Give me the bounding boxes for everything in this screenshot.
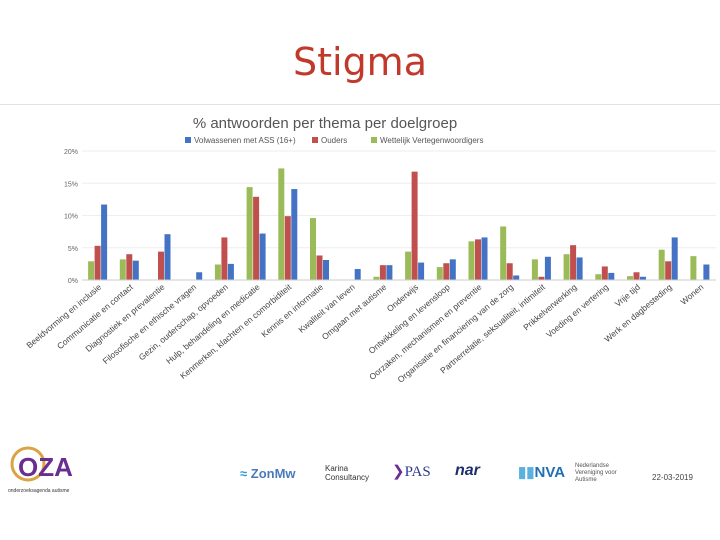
- bar: [323, 260, 329, 280]
- bar: [132, 260, 139, 280]
- bar: [214, 264, 221, 280]
- bar: [703, 264, 710, 280]
- pas-logo: ❯PAS: [392, 462, 431, 481]
- bar: [278, 168, 285, 280]
- bar: [119, 259, 126, 280]
- bar: [246, 187, 253, 280]
- bar: [475, 239, 481, 280]
- bar: [513, 275, 520, 280]
- y-tick-label: 5%: [68, 246, 78, 253]
- nva-logo: ▮▮NVA: [518, 463, 565, 481]
- chart-title: % antwoorden per thema per doelgroep: [193, 115, 457, 132]
- bar: [436, 267, 443, 280]
- bar: [627, 276, 633, 280]
- bar: [227, 263, 234, 280]
- pas-text: PAS: [404, 464, 431, 480]
- legend-label: Volwassenen met ASS (16+): [194, 136, 296, 145]
- x-tick-label: Organisatie en financiering van de zorg: [396, 282, 516, 385]
- bar: [640, 276, 646, 280]
- bar: [316, 255, 323, 280]
- bar: [443, 263, 450, 280]
- bar: [405, 251, 412, 280]
- oza-head-icon: [10, 446, 46, 482]
- nar-logo: nar: [455, 462, 480, 479]
- bar: [411, 171, 418, 280]
- y-tick-label: 15%: [64, 181, 78, 188]
- bar: [449, 259, 456, 280]
- bar: [633, 272, 640, 280]
- oza-subtitle: onderzoeksagenda autisme: [8, 488, 70, 494]
- bar: [164, 234, 171, 280]
- bar: [671, 237, 678, 280]
- y-tick-label: 10%: [64, 214, 78, 221]
- x-tick-label: Prikkelverwerking: [521, 282, 579, 333]
- bar: [373, 276, 380, 280]
- bar: [468, 241, 475, 280]
- legend-label: Wettelijk Vertegenwoordigers: [380, 136, 483, 145]
- bar: [158, 251, 164, 280]
- bar: [88, 261, 95, 280]
- nva-subtitle: Nederlandse Vereniging voor Autisme: [575, 463, 617, 483]
- bar: [538, 276, 545, 280]
- x-tick-label: Kwaliteit van leven: [296, 282, 357, 335]
- x-tick-label: Wonen: [678, 282, 705, 307]
- zonmw-logo: ≈ ZonMw: [240, 466, 296, 481]
- karina-text: Karina: [325, 464, 349, 473]
- legend-swatch: [371, 137, 377, 143]
- x-tick-label: Vrije tijd: [613, 282, 643, 309]
- bar: [665, 261, 672, 280]
- bar: [354, 269, 361, 280]
- bar: [379, 265, 386, 280]
- bar: [563, 254, 570, 280]
- bar: [101, 204, 108, 280]
- bar: [253, 196, 260, 280]
- bar: [500, 226, 507, 280]
- bar: [94, 245, 101, 280]
- pas-figure-icon: ❯: [392, 464, 405, 480]
- bar: [386, 265, 393, 280]
- bar: [544, 256, 551, 280]
- bar: [658, 249, 665, 280]
- bar: [690, 256, 697, 280]
- bar: [570, 245, 577, 280]
- bar-chart: % antwoorden per thema per doelgroep Volw…: [24, 115, 716, 385]
- bar: [506, 263, 513, 280]
- karina-logo: Karina Consultancy: [325, 464, 369, 482]
- y-tick-label: 20%: [64, 149, 78, 156]
- karina-subtext: Consultancy: [325, 473, 370, 482]
- slide-title: Stigma: [292, 40, 427, 84]
- nva-people-icon: ▮▮: [518, 464, 535, 481]
- bar: [608, 272, 615, 280]
- bar: [196, 272, 203, 280]
- bar: [259, 233, 266, 280]
- legend-label: Ouders: [321, 136, 347, 145]
- legend-swatch: [312, 137, 318, 143]
- y-tick-label: 0%: [68, 278, 78, 285]
- slide-date: 22-03-2019: [652, 473, 693, 482]
- bar: [601, 266, 608, 280]
- bar: [126, 254, 133, 280]
- bar: [291, 189, 298, 280]
- bar: [576, 257, 583, 280]
- nva-text: NVA: [534, 464, 566, 481]
- bar: [418, 262, 425, 280]
- oza-logo-text: OZA: [18, 452, 73, 482]
- zonmw-text: ZonMw: [250, 466, 296, 481]
- bar: [595, 274, 602, 280]
- zonmw-swirl-icon: ≈: [240, 466, 248, 481]
- bar: [310, 218, 316, 280]
- bar: [531, 259, 538, 280]
- bar: [481, 237, 488, 280]
- title-divider: [0, 104, 720, 105]
- bar: [284, 216, 291, 280]
- bar: [221, 237, 228, 280]
- legend-swatch: [185, 137, 191, 143]
- oza-logo: OZA: [10, 446, 73, 482]
